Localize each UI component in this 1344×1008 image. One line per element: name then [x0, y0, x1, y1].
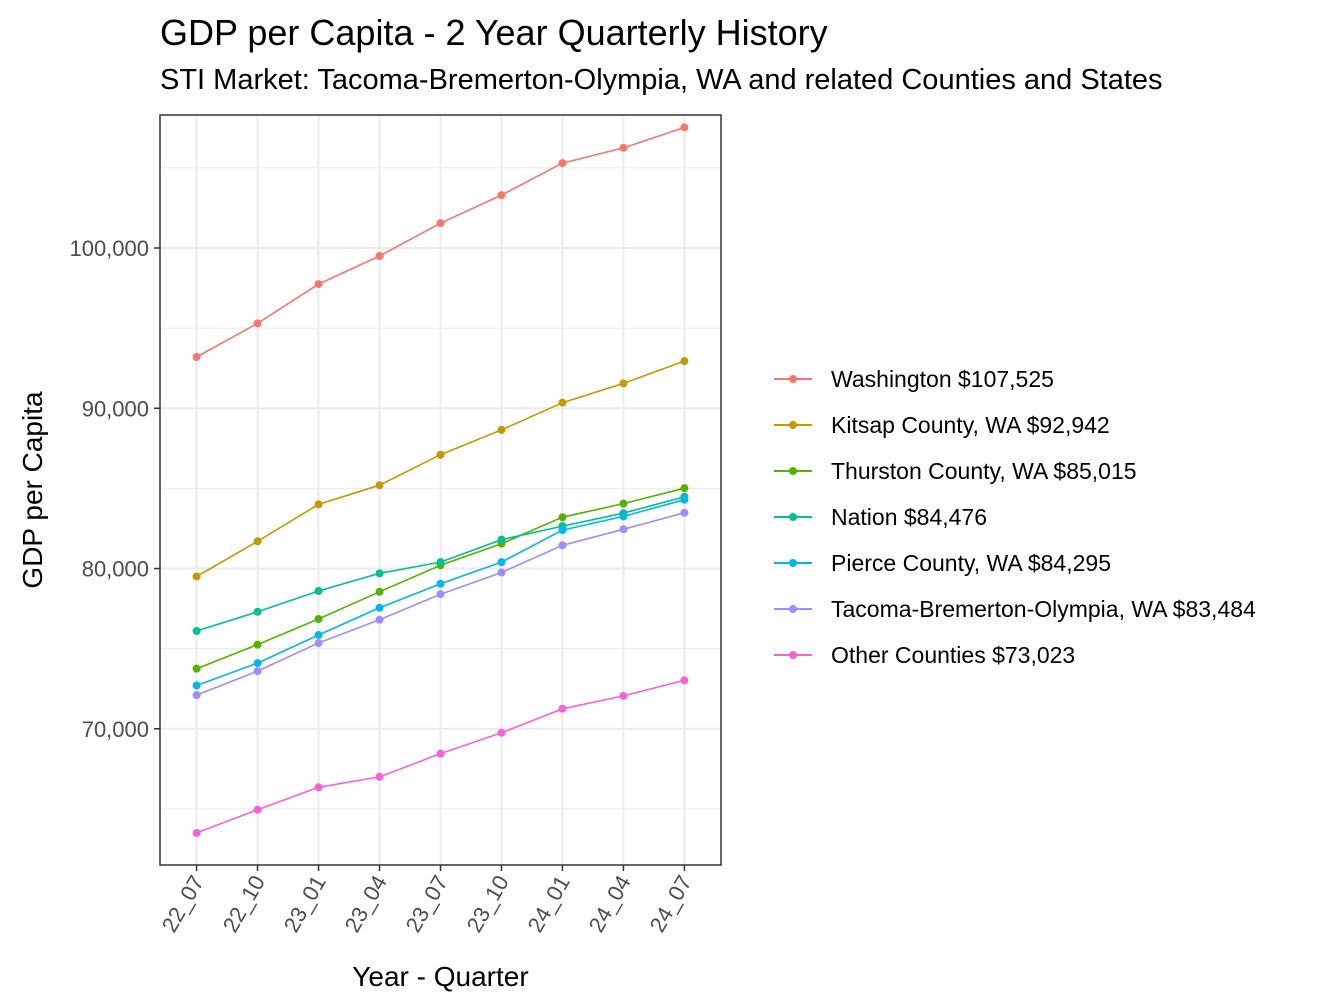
data-point: [375, 569, 384, 578]
data-point: [314, 500, 323, 509]
legend-key: [770, 586, 816, 632]
data-point: [497, 535, 506, 544]
chart-subtitle: STI Market: Tacoma-Bremerton-Olympia, WA…: [160, 64, 1163, 96]
legend-item: Washington $107,525: [770, 356, 1256, 402]
data-point: [192, 572, 201, 581]
legend-key: [770, 402, 816, 448]
data-point: [314, 639, 323, 648]
legend-label: Kitsap County, WA $92,942: [831, 411, 1110, 438]
x-tick-label: 24_04: [584, 871, 636, 936]
y-axis-title: GDP per Capita: [17, 391, 48, 589]
data-point: [436, 749, 445, 758]
data-point: [619, 143, 628, 152]
data-point: [680, 495, 689, 504]
data-point: [436, 219, 445, 228]
data-point: [680, 508, 689, 517]
data-point: [253, 659, 262, 668]
data-point: [497, 425, 506, 434]
data-point: [375, 252, 384, 261]
y-tick-label: 90,000: [82, 396, 149, 421]
data-point: [436, 558, 445, 567]
data-point: [619, 499, 628, 508]
x-tick-label: 22_10: [218, 871, 270, 936]
data-point: [680, 676, 689, 685]
data-point: [192, 828, 201, 837]
data-point: [558, 704, 567, 713]
legend-label: Pierce County, WA $84,295: [831, 549, 1111, 576]
data-point: [375, 603, 384, 612]
x-tick-label: 22_07: [157, 871, 209, 936]
data-point: [192, 681, 201, 690]
y-tick-label: 80,000: [82, 557, 149, 582]
legend-item: Kitsap County, WA $92,942: [770, 402, 1256, 448]
data-point: [375, 615, 384, 624]
data-point: [253, 805, 262, 814]
x-tick-label: 23_04: [340, 871, 392, 936]
data-point: [497, 728, 506, 737]
legend: Washington $107,525 Kitsap County, WA $92…: [770, 356, 1256, 678]
data-point: [680, 484, 689, 493]
data-point: [253, 537, 262, 546]
data-point: [497, 558, 506, 567]
data-point: [436, 450, 445, 459]
data-point: [619, 525, 628, 534]
legend-item: Other Counties $73,023: [770, 632, 1256, 678]
legend-key: [770, 448, 816, 494]
legend-key: [770, 356, 816, 402]
x-tick-label: 23_07: [401, 871, 453, 936]
legend-item: Pierce County, WA $84,295: [770, 540, 1256, 586]
legend-key: [770, 494, 816, 540]
data-point: [192, 664, 201, 673]
data-point: [619, 691, 628, 700]
data-point: [436, 579, 445, 588]
data-point: [253, 319, 262, 328]
x-tick-label: 23_10: [462, 871, 514, 936]
data-point: [497, 191, 506, 200]
data-point: [314, 280, 323, 289]
chart-title: GDP per Capita - 2 Year Quarterly Histor…: [160, 12, 828, 53]
data-point: [619, 379, 628, 388]
legend-label: Other Counties $73,023: [831, 641, 1076, 668]
data-point: [558, 513, 567, 522]
data-point: [314, 615, 323, 624]
data-point: [253, 607, 262, 616]
legend-label: Thurston County, WA $85,015: [831, 457, 1137, 484]
data-point: [314, 783, 323, 792]
legend-item: Thurston County, WA $85,015: [770, 448, 1256, 494]
legend-key: [770, 632, 816, 678]
legend-label: Washington $107,525: [831, 365, 1054, 392]
data-point: [680, 357, 689, 366]
legend-item: Nation $84,476: [770, 494, 1256, 540]
data-point: [558, 398, 567, 407]
x-tick-label: 24_07: [644, 871, 696, 936]
legend-label: Nation $84,476: [831, 503, 988, 530]
data-point: [375, 481, 384, 490]
y-tick-label: 70,000: [82, 717, 149, 742]
data-point: [680, 123, 689, 132]
data-point: [558, 526, 567, 535]
data-point: [314, 586, 323, 595]
data-point: [497, 568, 506, 577]
legend-label: Tacoma-Bremerton-Olympia, WA $83,484: [831, 595, 1256, 622]
x-tick-label: 23_01: [279, 871, 331, 936]
data-point: [253, 667, 262, 676]
x-axis-title: Year - Quarter: [352, 961, 528, 992]
data-point: [558, 541, 567, 550]
x-tick-label: 24_01: [523, 871, 575, 936]
data-point: [619, 512, 628, 521]
data-point: [192, 627, 201, 636]
legend-item: Tacoma-Bremerton-Olympia, WA $83,484: [770, 586, 1256, 632]
data-point: [192, 352, 201, 361]
legend-key: [770, 540, 816, 586]
data-point: [436, 590, 445, 599]
data-point: [253, 640, 262, 649]
data-point: [558, 159, 567, 168]
y-tick-label: 100,000: [69, 236, 149, 261]
data-point: [192, 691, 201, 700]
data-point: [375, 587, 384, 596]
data-point: [314, 631, 323, 640]
data-point: [375, 772, 384, 781]
